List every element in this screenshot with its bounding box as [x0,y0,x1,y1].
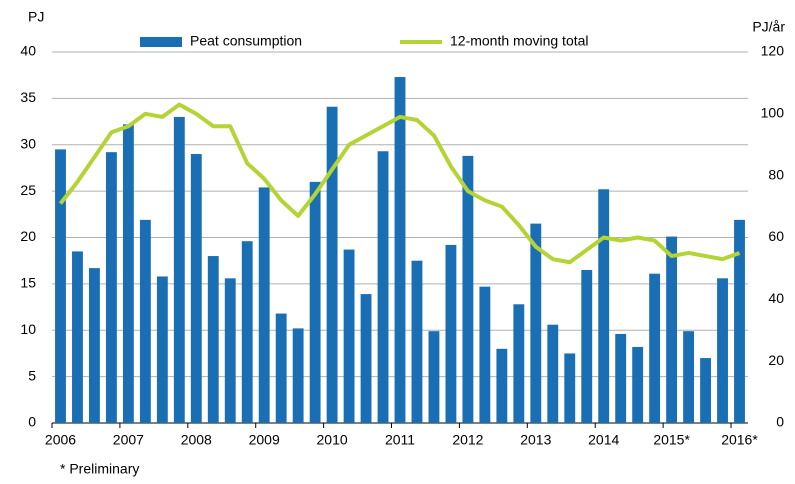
bar [241,241,253,423]
bar [683,331,695,423]
x-tick-label: 2013 [520,432,551,448]
x-tick-label: 2008 [181,432,212,448]
y-tick-label: 25 [20,182,36,198]
x-tick-label: 2010 [317,432,348,448]
y-axis-label: PJ [28,9,44,25]
bar [377,151,389,423]
y-tick-label: 0 [28,414,36,430]
bar [479,286,491,423]
y2-tick-label: 80 [768,166,784,182]
bar [105,152,117,424]
y-tick-label: 10 [20,321,36,337]
bar [581,269,593,423]
bar [190,154,202,423]
x-tick-label: 2016* [721,432,758,448]
bar [513,304,525,423]
y-tick-label: 40 [20,43,36,59]
bar [173,116,185,424]
bar [343,249,355,423]
bar [700,358,711,423]
bar [649,273,661,423]
bar [275,313,287,423]
y-tick-label: 30 [20,135,36,151]
bar [258,187,270,423]
bar [717,278,728,423]
y2-axis-label: PJ/år [752,19,785,35]
bar [530,223,542,423]
y2-tick-label: 40 [768,290,784,306]
footnote: * Preliminary [60,461,139,477]
y-tick-label: 15 [20,275,36,291]
x-tick-label: 2007 [113,432,144,448]
x-tick-label: 2015* [653,432,690,448]
bar [55,149,66,423]
y2-tick-label: 100 [761,105,785,121]
x-tick-label: 2011 [385,432,415,448]
legend-label: 12-month moving total [450,33,589,49]
legend-label: Peat consumption [190,33,302,49]
y2-tick-label: 0 [776,414,784,430]
bar [632,346,644,423]
bar [207,256,219,423]
x-tick-label: 2006 [45,432,76,448]
bar [445,244,457,423]
bar [547,324,559,423]
bar [360,294,372,423]
legend-swatch [140,37,182,47]
bar [309,181,321,423]
bar [462,155,474,423]
bar [411,260,423,423]
bar [139,219,151,423]
x-tick-label: 2014 [588,432,619,448]
bar [496,348,508,423]
y-tick-label: 20 [20,228,36,244]
bar [156,276,168,423]
bar [564,353,576,423]
bar [598,189,610,423]
line [58,102,741,265]
bar [326,106,338,423]
bar [615,333,627,423]
bar [89,268,100,423]
bar [666,236,678,423]
bar [122,124,134,423]
bar [428,331,440,423]
x-tick-label: 2012 [452,432,483,448]
bar [394,77,406,423]
y2-tick-label: 60 [768,228,784,244]
y2-tick-label: 120 [761,43,785,59]
y-tick-label: 5 [28,367,36,383]
bar [292,328,304,423]
y-tick-label: 35 [20,89,36,105]
bar [224,278,236,423]
y2-tick-label: 20 [768,352,784,368]
x-tick-label: 2009 [249,432,280,448]
bar [72,251,83,423]
bar [734,219,745,423]
